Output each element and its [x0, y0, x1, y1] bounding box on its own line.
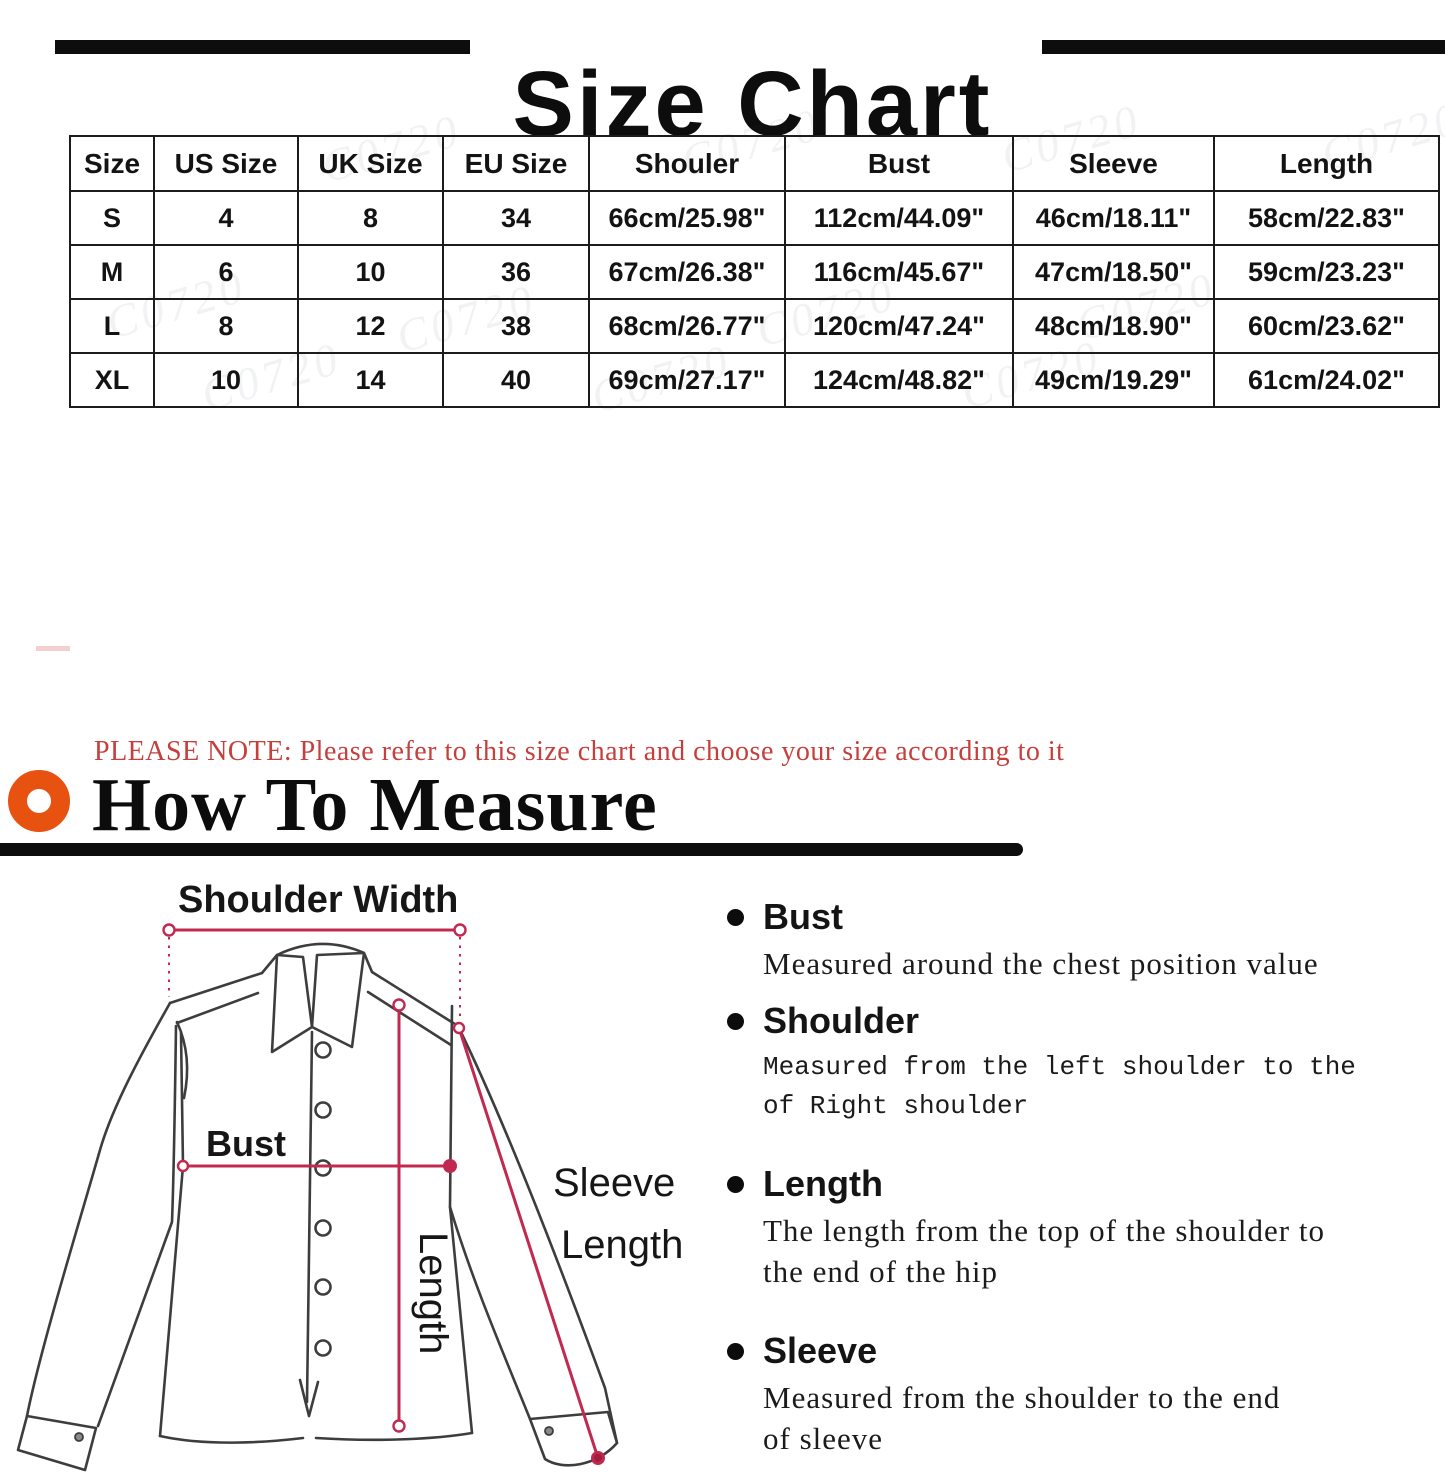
table-row: XL 10 14 40 69cm/27.17" 124cm/48.82" 49c… — [69, 352, 1440, 408]
table-cell: 38 — [442, 298, 590, 354]
table-cell: 8 — [153, 298, 299, 354]
column-header: UK Size — [297, 135, 444, 192]
guide-item-length: Length The length from the top of the sh… — [727, 1163, 1432, 1293]
table-cell: 4 — [153, 190, 299, 246]
column-header: Bust — [784, 135, 1014, 192]
table-cell: 116cm/45.67" — [784, 244, 1014, 300]
bullet-icon — [727, 1012, 744, 1030]
table-cell: 49cm/19.29" — [1012, 352, 1215, 408]
guide-term: Length — [763, 1163, 883, 1204]
guide-desc-line: of sleeve — [763, 1420, 884, 1456]
table-cell: 40 — [442, 352, 590, 408]
ring-icon — [8, 770, 70, 832]
title-rule-left — [55, 40, 470, 54]
column-header: US Size — [153, 135, 299, 192]
table-cell: 10 — [153, 352, 299, 408]
column-header: Shouler — [588, 135, 786, 192]
guide-desc-line: of Right shoulder — [763, 1091, 1029, 1121]
size-table: Size US Size UK Size EU Size Shouler Bus… — [69, 135, 1440, 408]
diagram-label-length: Length — [411, 1232, 455, 1354]
guide-item-sleeve: Sleeve Measured from the shoulder to the… — [727, 1330, 1432, 1460]
guide-term-row: Shoulder — [727, 1000, 1432, 1042]
guide-term: Shoulder — [763, 1000, 920, 1041]
shirt-outline — [16, 942, 619, 1472]
table-cell: XL — [69, 352, 155, 408]
guide-desc: Measured from the left shoulder to the o… — [763, 1048, 1432, 1126]
guide-desc: Measured from the shoulder to the end of… — [763, 1378, 1432, 1460]
guide-desc: The length from the top of the shoulder … — [763, 1211, 1432, 1293]
column-header: EU Size — [442, 135, 590, 192]
table-cell: 61cm/24.02" — [1213, 352, 1440, 408]
table-cell: 66cm/25.98" — [588, 190, 786, 246]
column-header: Sleeve — [1012, 135, 1215, 192]
table-row: M 6 10 36 67cm/26.38" 116cm/45.67" 47cm/… — [69, 244, 1440, 300]
column-header: Size — [69, 135, 155, 192]
table-cell: M — [69, 244, 155, 300]
diagram-label-bust: Bust — [206, 1123, 286, 1164]
guide-desc-line: Measured around the chest position value — [763, 946, 1319, 981]
table-cell: 112cm/44.09" — [784, 190, 1014, 246]
table-cell: L — [69, 298, 155, 354]
guide-desc: Measured around the chest position value — [763, 944, 1432, 985]
bullet-icon — [727, 1175, 744, 1193]
table-cell: 34 — [442, 190, 590, 246]
table-cell: 58cm/22.83" — [1213, 190, 1440, 246]
diagram-label-sleeve-line2: Length — [561, 1223, 683, 1267]
table-cell: 124cm/48.82" — [784, 352, 1014, 408]
guide-term: Bust — [763, 896, 843, 937]
guide-item-bust: Bust Measured around the chest position … — [727, 896, 1432, 985]
guide-term-row: Sleeve — [727, 1330, 1432, 1372]
guide-desc-line: Measured from the shoulder to the end — [763, 1380, 1281, 1415]
guide-term: Sleeve — [763, 1330, 878, 1371]
diagram-label-shoulder-width: Shoulder Width — [178, 879, 458, 921]
table-row: L 8 12 38 68cm/26.77" 120cm/47.24" 48cm/… — [69, 298, 1440, 354]
bullet-icon — [727, 908, 744, 926]
guide-desc-line: the end of the hip — [763, 1253, 998, 1289]
diagram-label-sleeve-line1: Sleeve — [553, 1161, 675, 1205]
bullet-icon — [727, 1342, 744, 1360]
table-cell: 67cm/26.38" — [588, 244, 786, 300]
table-cell: 59cm/23.23" — [1213, 244, 1440, 300]
table-header-row: Size US Size UK Size EU Size Shouler Bus… — [69, 135, 1440, 192]
table-cell: 60cm/23.62" — [1213, 298, 1440, 354]
measurement-lines — [162, 923, 605, 1465]
how-to-measure-title: How To Measure — [92, 763, 658, 847]
table-cell: 47cm/18.50" — [1012, 244, 1215, 300]
guide-item-shoulder: Shoulder Measured from the left shoulder… — [727, 1000, 1432, 1126]
table-cell: 10 — [297, 244, 444, 300]
guide-term-row: Bust — [727, 896, 1432, 938]
faint-mark — [36, 646, 70, 651]
guide-desc-line: Measured from the left shoulder to the — [763, 1052, 1356, 1082]
column-header: Length — [1213, 135, 1440, 192]
guide-term-row: Length — [727, 1163, 1432, 1205]
table-cell: 8 — [297, 190, 444, 246]
section-rule — [0, 843, 1023, 856]
table-cell: S — [69, 190, 155, 246]
table-cell: 68cm/26.77" — [588, 298, 786, 354]
title-rule-right — [1042, 40, 1445, 54]
table-cell: 120cm/47.24" — [784, 298, 1014, 354]
table-cell: 6 — [153, 244, 299, 300]
guide-desc-line: The length from the top of the shoulder … — [763, 1213, 1325, 1248]
shirt-measure-diagram: Shoulder Width Bust Length Sleeve Length — [16, 879, 683, 1472]
table-cell: 36 — [442, 244, 590, 300]
size-note: PLEASE NOTE: Please refer to this size c… — [94, 736, 1065, 767]
table-cell: 48cm/18.90" — [1012, 298, 1215, 354]
table-cell: 12 — [297, 298, 444, 354]
table-cell: 69cm/27.17" — [588, 352, 786, 408]
table-cell: 46cm/18.11" — [1012, 190, 1215, 246]
table-row: S 4 8 34 66cm/25.98" 112cm/44.09" 46cm/1… — [69, 190, 1440, 246]
table-cell: 14 — [297, 352, 444, 408]
